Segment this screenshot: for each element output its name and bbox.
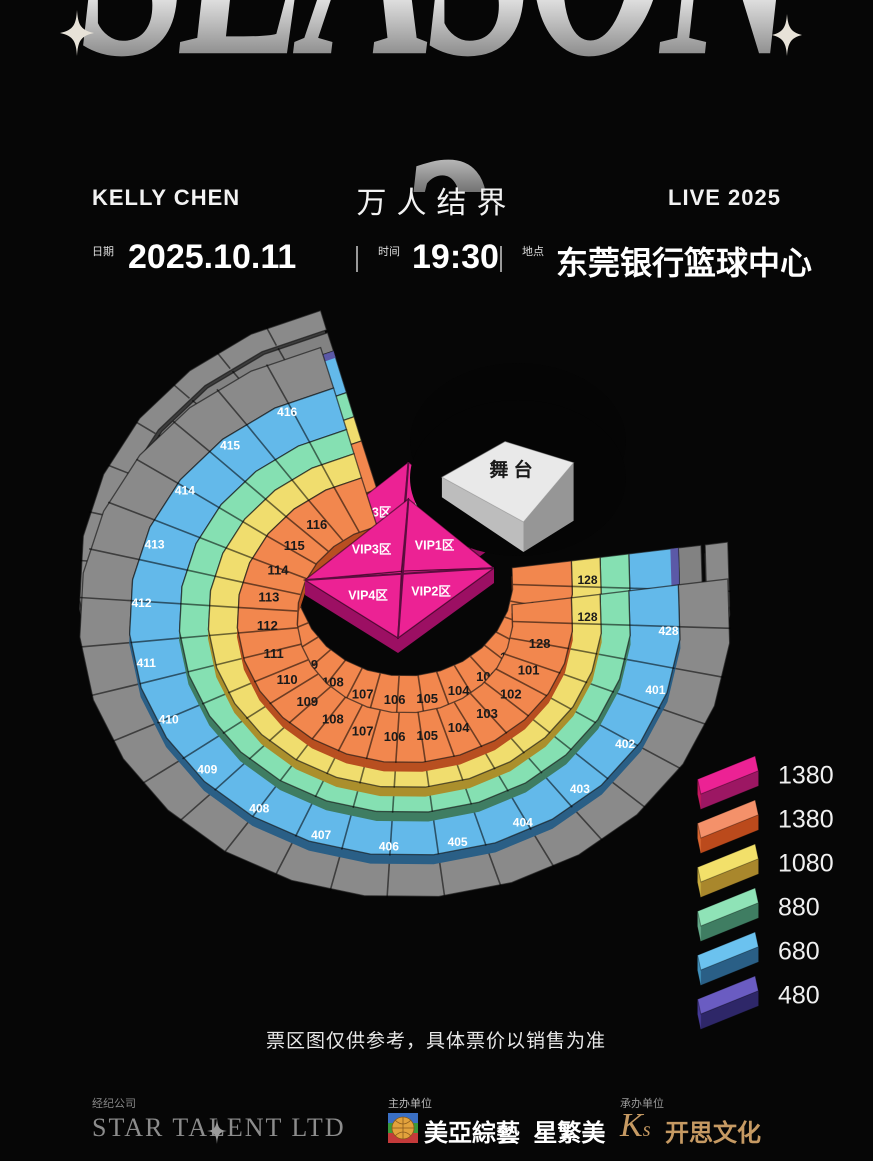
- svg-text:406: 406: [379, 839, 399, 853]
- svg-text:舞 台: 舞 台: [489, 458, 532, 481]
- svg-text:VIP2区: VIP2区: [411, 585, 451, 599]
- svg-text:103: 103: [476, 706, 498, 721]
- svg-text:票区图仅供参考，具体票价以销售为准: 票区图仅供参考，具体票价以销售为准: [266, 1030, 606, 1052]
- svg-text:412: 412: [131, 596, 151, 610]
- svg-text:480: 480: [778, 982, 820, 1010]
- svg-text:101: 101: [518, 663, 540, 678]
- svg-text:112: 112: [257, 618, 278, 633]
- svg-text:428: 428: [658, 624, 678, 638]
- svg-text:VIP4区: VIP4区: [348, 589, 388, 603]
- svg-text:1380: 1380: [778, 806, 834, 834]
- svg-text:128: 128: [577, 573, 597, 587]
- svg-text:402: 402: [615, 737, 635, 751]
- svg-text:110: 110: [277, 672, 298, 687]
- svg-text:108: 108: [322, 712, 344, 727]
- svg-text:414: 414: [175, 483, 195, 497]
- svg-text:404: 404: [513, 816, 533, 830]
- svg-text:407: 407: [311, 828, 331, 842]
- svg-text:415: 415: [220, 438, 240, 452]
- svg-text:113: 113: [258, 590, 279, 605]
- svg-text:1080: 1080: [778, 850, 834, 878]
- svg-text:107: 107: [352, 724, 374, 739]
- svg-text:410: 410: [159, 713, 179, 727]
- svg-text:111: 111: [263, 646, 283, 661]
- svg-text:105: 105: [416, 728, 438, 743]
- svg-text:116: 116: [306, 517, 327, 532]
- svg-text:106: 106: [384, 729, 406, 744]
- svg-text:680: 680: [778, 938, 820, 966]
- svg-text:104: 104: [448, 720, 470, 735]
- svg-text:401: 401: [645, 683, 665, 697]
- svg-text:107: 107: [352, 687, 374, 702]
- svg-text:1380: 1380: [778, 762, 834, 790]
- svg-text:115: 115: [284, 538, 305, 553]
- svg-text:109: 109: [296, 694, 318, 709]
- svg-text:VIP3区: VIP3区: [352, 542, 392, 556]
- svg-text:114: 114: [268, 563, 290, 578]
- svg-text:409: 409: [197, 762, 217, 776]
- svg-text:411: 411: [137, 656, 157, 670]
- svg-text:105: 105: [416, 691, 438, 706]
- svg-text:416: 416: [277, 405, 297, 419]
- svg-text:403: 403: [570, 782, 590, 796]
- svg-text:880: 880: [778, 894, 820, 922]
- svg-text:VIP1区: VIP1区: [415, 538, 455, 552]
- svg-text:405: 405: [448, 835, 468, 849]
- svg-text:128: 128: [577, 610, 597, 624]
- svg-text:413: 413: [145, 537, 165, 551]
- svg-text:102: 102: [500, 687, 522, 702]
- svg-text:408: 408: [249, 802, 269, 816]
- svg-text:106: 106: [384, 692, 406, 707]
- svg-text:128: 128: [529, 636, 551, 651]
